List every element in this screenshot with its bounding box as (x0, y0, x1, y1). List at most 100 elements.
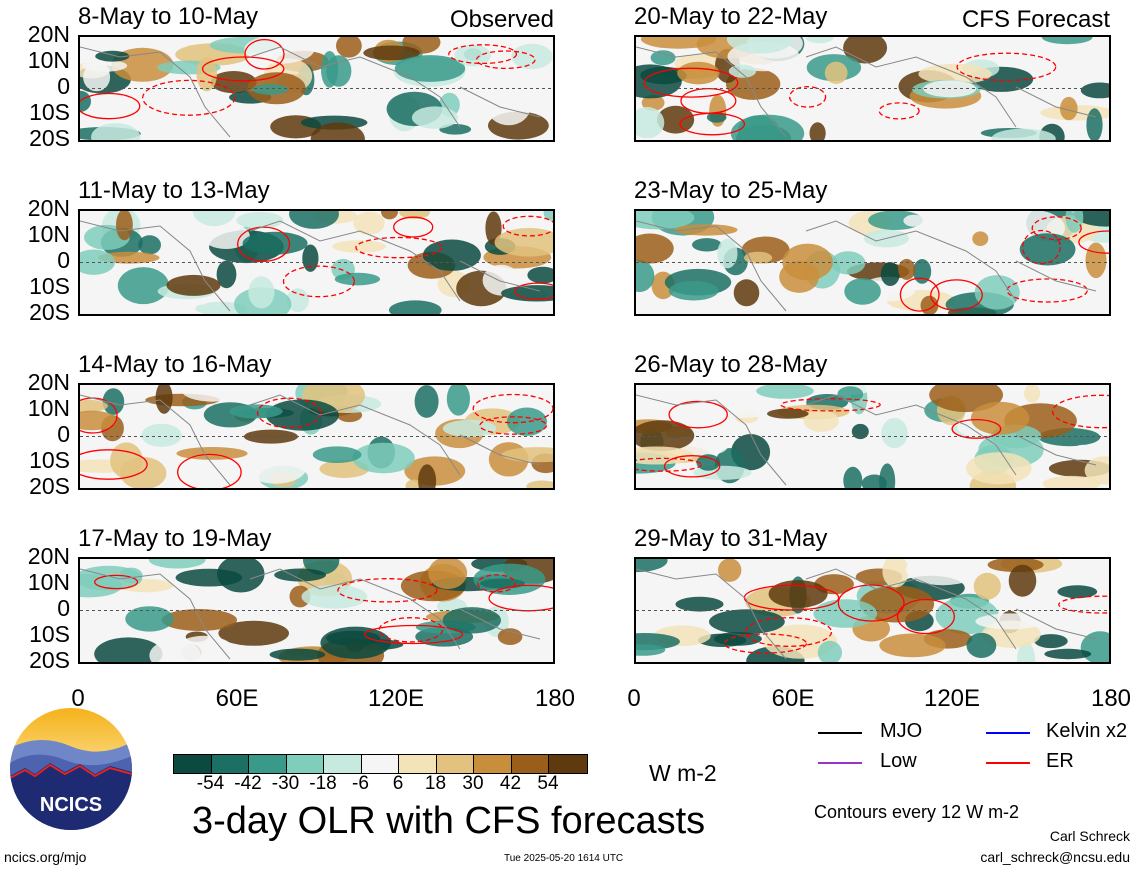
lat-label: 10S (29, 273, 70, 299)
coastline (80, 394, 541, 486)
lat-label: 0 (57, 73, 70, 99)
lon-label: 180 (534, 685, 576, 712)
colorbar-label: 42 (499, 773, 522, 794)
olr-anomaly-patch (138, 235, 161, 255)
olr-anomaly-patch (880, 262, 900, 286)
er-contour (1021, 229, 1061, 265)
er-contour (899, 277, 940, 312)
olr-anomaly-patch (756, 385, 814, 399)
olr-anomaly-patch (265, 399, 339, 431)
panel-title: 11-May to 13-May (78, 177, 270, 204)
olr-anomaly-patch (80, 399, 108, 413)
er-contour (514, 282, 553, 300)
olr-anomaly-patch (527, 266, 553, 284)
coastline (636, 220, 1097, 312)
olr-anomaly-patch (966, 632, 997, 658)
olr-anomaly-patch (501, 285, 553, 302)
olr-anomaly-patch (1057, 585, 1098, 599)
er-contour (1031, 216, 1082, 241)
panel-tag: Observed (449, 6, 554, 33)
lat-label: 10N (27, 47, 70, 73)
ncics-logo: NCICS (10, 708, 132, 830)
olr-anomaly-patch (696, 454, 721, 471)
olr-anomaly-patch (80, 249, 115, 275)
olr-anomaly-patch (336, 37, 362, 58)
olr-anomaly-patch (970, 401, 1030, 435)
olr-anomaly-patch (242, 231, 308, 255)
olr-anomaly-patch (418, 464, 437, 488)
olr-anomaly-patch (726, 37, 793, 54)
olr-anomaly-patch (352, 442, 415, 474)
er-contour (488, 584, 553, 612)
olr-anomaly-patch (248, 276, 275, 309)
colorbar-swatch (511, 755, 549, 773)
olr-anomaly-patch (1034, 634, 1068, 649)
olr-anomaly-patch (181, 385, 244, 402)
olr-anomaly-patch (120, 457, 167, 488)
er-contour (475, 50, 536, 70)
colorbar-swatch (361, 755, 399, 773)
olr-anomaly-patch (252, 84, 289, 95)
lat-label: 20S (29, 647, 70, 673)
lat-label: 10N (27, 569, 70, 595)
olr-anomaly-patch (768, 580, 828, 608)
olr-anomaly-patch (805, 37, 834, 44)
olr-anomaly-patch (859, 585, 935, 623)
olr-anomaly-patch (216, 260, 237, 289)
er-contour (1058, 595, 1109, 614)
lat-label: 10N (27, 395, 70, 421)
olr-anomaly-patch (411, 106, 459, 129)
olr-anomaly-patch (141, 423, 182, 447)
olr-map (78, 557, 555, 664)
lat-label: 20N (27, 543, 70, 569)
er-contour (142, 79, 236, 116)
olr-anomaly-patch (843, 37, 888, 64)
olr-anomaly-patch (394, 55, 466, 82)
olr-anomaly-patch (229, 404, 283, 419)
olr-anomaly-patch (217, 559, 265, 593)
olr-anomaly-patch (640, 37, 717, 49)
olr-anomaly-patch (709, 609, 785, 635)
colorbar-swatch (324, 755, 362, 773)
legend-er-line (986, 762, 1030, 764)
lon-label: 180 (1090, 685, 1132, 712)
olr-anomaly-patch (973, 572, 1001, 600)
olr-anomaly-patch (176, 447, 248, 460)
olr-anomaly-patch (116, 211, 133, 241)
olr-anomaly-patch (102, 388, 125, 415)
olr-anomaly-patch (94, 637, 163, 662)
lon-label: 60E (771, 685, 815, 712)
lat-label: 20N (27, 21, 70, 47)
panel-title: 26-May to 28-May (634, 351, 828, 378)
olr-anomaly-patch (405, 479, 422, 488)
olr-anomaly-patch (83, 62, 111, 92)
olr-anomaly-patch (1019, 233, 1076, 266)
olr-anomaly-patch (636, 106, 665, 139)
olr-map (78, 209, 555, 316)
olr-anomaly-patch (636, 644, 666, 656)
olr-anomaly-patch (210, 71, 257, 94)
olr-anomaly-patch (1044, 648, 1092, 660)
colorbar-label: 54 (537, 773, 559, 794)
olr-anomaly-patch (881, 417, 908, 449)
olr-anomaly-patch (920, 295, 939, 314)
coastline (80, 220, 541, 312)
olr-anomaly-patch (636, 233, 674, 264)
colorbar-label: -6 (352, 773, 369, 794)
olr-anomaly-patch (779, 260, 819, 293)
legend-low-label: Low (880, 750, 917, 772)
colorbar-swatch (211, 755, 249, 773)
er-contour (1051, 394, 1109, 429)
er-contour (788, 86, 827, 108)
olr-anomaly-patch (974, 275, 1020, 310)
colorbar-swatch (474, 755, 512, 773)
colorbar-label: -54 (196, 773, 225, 794)
olr-map (78, 35, 555, 142)
colorbar-swatch (436, 755, 474, 773)
lat-label: 20S (29, 125, 70, 151)
olr-anomaly-patch (657, 105, 695, 134)
olr-anomaly-patch (668, 280, 719, 301)
olr-anomaly-patch (861, 474, 887, 488)
author-email: carl_schreck@ncsu.edu (980, 849, 1130, 865)
olr-anomaly-patch (1042, 475, 1101, 488)
